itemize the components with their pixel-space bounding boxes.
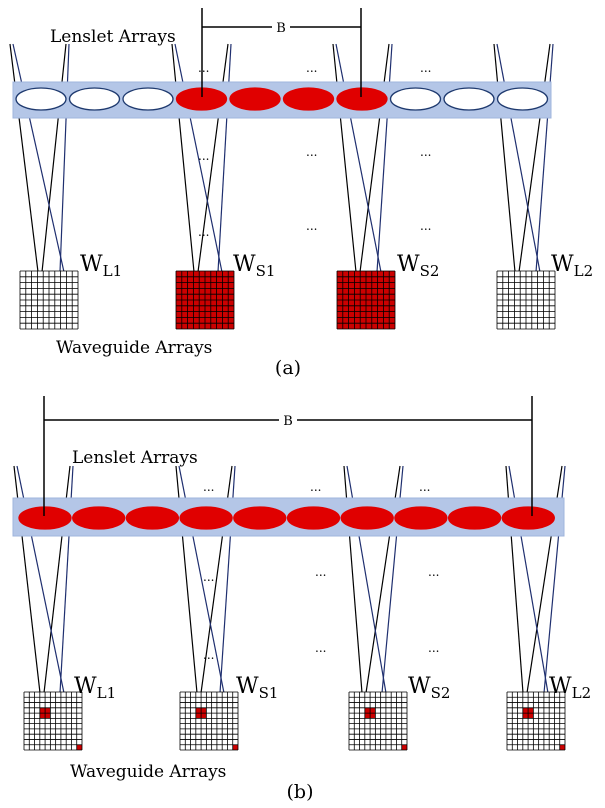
- panel-a-ellipsis: ...: [420, 145, 431, 159]
- panel-b-waveguide-label-ws2: WS2: [408, 674, 450, 702]
- panel-b-baseline-label: B: [283, 414, 293, 429]
- panel-b-ellipsis: ...: [203, 648, 214, 662]
- panel-b-lens-2: [72, 506, 126, 530]
- panel-b-ellipsis: ...: [203, 480, 214, 494]
- panel-b-caption: (b): [287, 781, 314, 803]
- panel-b-ellipsis: ...: [428, 565, 439, 579]
- panel-a-ellipsis: ...: [420, 61, 431, 75]
- panel-b-lenslet-label: Lenslet Arrays: [72, 448, 198, 468]
- panel-b-lens-4: [179, 506, 233, 530]
- panel-b-lens-1: [18, 506, 72, 530]
- panel-a-waveguide-label-ws2: WS2: [397, 252, 439, 280]
- panel-b-lens-6: [286, 506, 341, 530]
- panel-a-ellipsis: ...: [198, 225, 209, 239]
- panel-b-waveguide-label-ws1: WS1: [236, 674, 278, 702]
- panel-b-waveguide-arrays-label: Waveguide Arrays: [70, 762, 226, 782]
- panel-b-lens-9: [447, 506, 502, 530]
- panel-a-waveguide-array-3: [336, 270, 396, 330]
- panel-a-ellipsis: ...: [306, 145, 317, 159]
- panel-b-ellipsis: ...: [428, 641, 439, 655]
- panel-a-waveguide-label-ws1: WS1: [233, 252, 275, 280]
- panel-a-lens-5: [229, 87, 281, 111]
- panel-b-lenslet-row: [18, 506, 555, 530]
- panel-a-waveguide-array-1: [19, 270, 79, 330]
- panel-a-lens-10: [496, 87, 549, 111]
- panel-a-ellipsis: ...: [306, 61, 317, 75]
- panel-a-waveguide-array-4: [496, 270, 556, 330]
- panel-a-ray-bundle-3: [332, 43, 393, 273]
- panel-a-lens-7: [336, 87, 388, 111]
- panel-a-baseline: B: [201, 8, 362, 97]
- panel-b-ellipsis: ...: [315, 641, 326, 655]
- panel-a-lens-3: [122, 87, 174, 111]
- panel-a-waveguide-label-wl2: WL2: [551, 252, 593, 280]
- panel-b-waveguide-array-1: [23, 691, 83, 751]
- panel-a-waveguide-row: [19, 270, 556, 330]
- panel-b-baseline: B: [43, 396, 533, 516]
- panel-a-waveguide-array-2: [175, 270, 235, 330]
- panel-a: B Lenslet Arrays ... ... ... ... ... ...…: [9, 8, 593, 379]
- panel-a-light-rays: [9, 43, 554, 273]
- panel-b: B Lenslet Arrays ... ... ... ... ... ...…: [12, 396, 591, 803]
- panel-b-ellipsis: ...: [203, 570, 214, 584]
- panel-a-ray-bundle-4: [493, 43, 554, 273]
- panel-b-waveguide-row: [23, 691, 566, 751]
- panel-a-lens-8: [389, 87, 442, 111]
- panel-b-ellipsis: ...: [315, 565, 326, 579]
- panel-a-ellipsis: ...: [198, 61, 209, 75]
- panel-b-waveguide-label-wl1: WL1: [74, 674, 116, 702]
- panel-a-ellipsis: ...: [306, 219, 317, 233]
- panel-b-lens-10: [501, 506, 555, 530]
- panel-b-waveguide-label-wl2: WL2: [549, 674, 591, 702]
- panel-b-waveguide-array-4: [506, 691, 566, 751]
- panel-b-lens-5: [233, 506, 287, 530]
- panel-b-lens-7: [340, 506, 394, 530]
- panel-a-waveguide-label-wl1: WL1: [80, 252, 122, 280]
- panel-a-lens-2: [68, 87, 121, 111]
- panel-a-ellipsis: ...: [420, 219, 431, 233]
- panel-b-waveguide-array-3: [348, 691, 408, 751]
- panel-a-baseline-label: B: [276, 21, 286, 36]
- panel-a-caption: (a): [275, 357, 301, 379]
- panel-a-lens-6: [282, 87, 335, 111]
- panel-b-ellipsis: ...: [310, 480, 321, 494]
- panel-b-lens-8: [394, 506, 448, 530]
- panel-b-waveguide-array-2: [179, 691, 239, 751]
- panel-b-ellipsis: ...: [419, 480, 430, 494]
- panel-a-lens-9: [443, 87, 495, 111]
- panel-a-lens-1: [15, 87, 67, 111]
- panel-b-lens-3: [125, 506, 180, 530]
- panel-a-ray-bundle-1: [9, 43, 70, 273]
- panel-a-lenslet-label: Lenslet Arrays: [50, 27, 176, 47]
- panel-a-waveguide-arrays-label: Waveguide Arrays: [56, 338, 212, 358]
- panel-a-ellipsis: ...: [198, 149, 209, 163]
